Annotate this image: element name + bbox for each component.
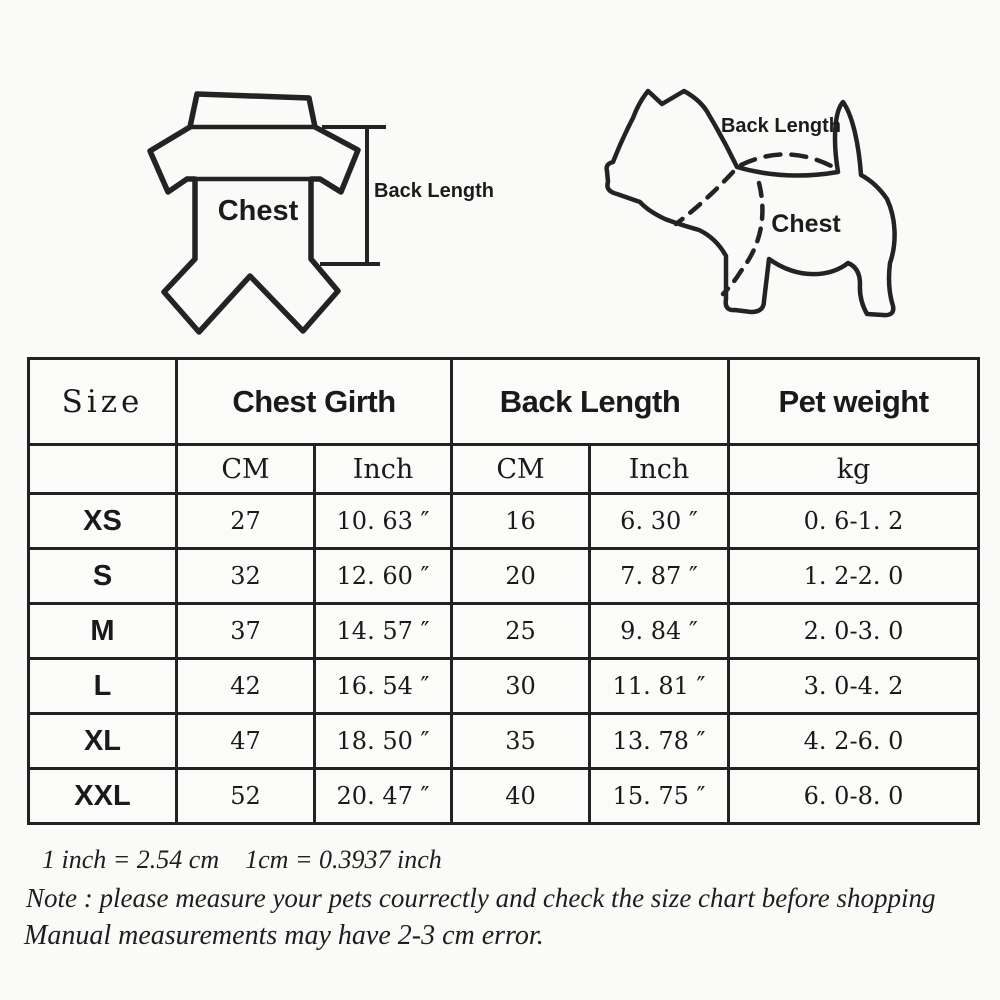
measurement-diagrams: Chest Back Length Back Length Chest (147, 88, 897, 335)
table-row-xs: XS 27 10. 63 ″ 16 6. 30 ″ 0. 6-1. 2 (27, 492, 981, 550)
cell-size: M (27, 602, 178, 660)
cell-weight-kg: 3. 0-4. 2 (727, 657, 981, 715)
size-table: Size Chest Girth Back Length Pet weight … (27, 357, 981, 825)
cell-size: XS (27, 492, 178, 550)
measure-note: Note : please measure your pets courrect… (26, 883, 936, 913)
subheader-chest-cm: CM (175, 443, 316, 495)
conversion-note: 1 inch = 2.54 cm 1cm = 0.3937 inch (42, 845, 442, 874)
cell-weight-kg: 4. 2-6. 0 (727, 712, 981, 770)
cell-chest-cm: 37 (175, 602, 316, 660)
cell-chest-inch: 16. 54 ″ (312, 657, 454, 715)
cell-back-cm: 35 (450, 712, 592, 770)
subheader-kg: kg (727, 443, 981, 495)
cell-back-cm: 30 (450, 657, 592, 715)
subheader-empty (27, 443, 178, 495)
header-chest-girth: Chest Girth (174, 357, 454, 446)
dog-neck-dashed-line (673, 169, 736, 227)
garment-back-length-label: Back Length (374, 180, 494, 202)
table-header-row: Size Chest Girth Back Length Pet weight (27, 357, 981, 446)
cell-size: S (27, 547, 178, 605)
cell-chest-inch: 14. 57 ″ (312, 602, 454, 660)
cell-back-cm: 20 (450, 547, 592, 605)
table-subheader-row: CM Inch CM Inch kg (27, 443, 981, 495)
cell-size: XXL (27, 767, 178, 825)
cell-chest-cm: 52 (175, 767, 316, 825)
header-pet-weight: Pet weight (727, 357, 981, 446)
cell-weight-kg: 0. 6-1. 2 (727, 492, 981, 550)
dog-outline-shape (604, 88, 897, 318)
subheader-back-cm: CM (450, 443, 592, 495)
garment-diagram: Chest Back Length (147, 91, 494, 335)
cell-weight-kg: 2. 0-3. 0 (727, 602, 981, 660)
table-row-s: S 32 12. 60 ″ 20 7. 87 ″ 1. 2-2. 0 (27, 547, 981, 605)
dog-back-length-label: Back Length (721, 115, 841, 137)
cell-back-inch: 9. 84 ″ (588, 602, 731, 660)
dog-chest-label: Chest (771, 210, 841, 238)
cell-chest-inch: 10. 63 ″ (312, 492, 454, 550)
garment-chest-label: Chest (218, 195, 299, 227)
dog-diagram: Back Length Chest (604, 88, 897, 318)
cell-chest-inch: 12. 60 ″ (312, 547, 454, 605)
cell-chest-inch: 18. 50 ″ (312, 712, 454, 770)
cell-back-cm: 40 (450, 767, 592, 825)
cell-chest-cm: 42 (175, 657, 316, 715)
header-size: Size (27, 357, 178, 446)
cell-back-inch: 6. 30 ″ (588, 492, 731, 550)
error-note: Manual measurements may have 2-3 cm erro… (24, 920, 544, 951)
cell-back-cm: 25 (450, 602, 592, 660)
garment-back-length-bracket (320, 125, 386, 266)
cell-weight-kg: 6. 0-8. 0 (727, 767, 981, 825)
cell-chest-cm: 47 (175, 712, 316, 770)
table-row-m: M 37 14. 57 ″ 25 9. 84 ″ 2. 0-3. 0 (27, 602, 981, 660)
dog-chest-dashed-line (720, 180, 765, 297)
cell-chest-cm: 32 (175, 547, 316, 605)
table-row-xxl: XXL 52 20. 47 ″ 40 15. 75 ″ 6. 0-8. 0 (27, 767, 981, 825)
header-back-length: Back Length (450, 357, 731, 446)
subheader-chest-inch: Inch (312, 443, 454, 495)
dog-back-length-dashed-line (738, 152, 840, 172)
cell-back-cm: 16 (450, 492, 592, 550)
table-row-l: L 42 16. 54 ″ 30 11. 81 ″ 3. 0-4. 2 (27, 657, 981, 715)
cell-back-inch: 7. 87 ″ (588, 547, 731, 605)
cell-back-inch: 13. 78 ″ (588, 712, 731, 770)
cell-size: L (27, 657, 178, 715)
cell-size: XL (27, 712, 178, 770)
table-row-xl: XL 47 18. 50 ″ 35 13. 78 ″ 4. 2-6. 0 (27, 712, 981, 770)
cell-chest-inch: 20. 47 ″ (312, 767, 454, 825)
cell-chest-cm: 27 (175, 492, 316, 550)
cell-back-inch: 11. 81 ″ (588, 657, 731, 715)
subheader-back-inch: Inch (588, 443, 731, 495)
cell-back-inch: 15. 75 ″ (588, 767, 731, 825)
cell-weight-kg: 1. 2-2. 0 (727, 547, 981, 605)
